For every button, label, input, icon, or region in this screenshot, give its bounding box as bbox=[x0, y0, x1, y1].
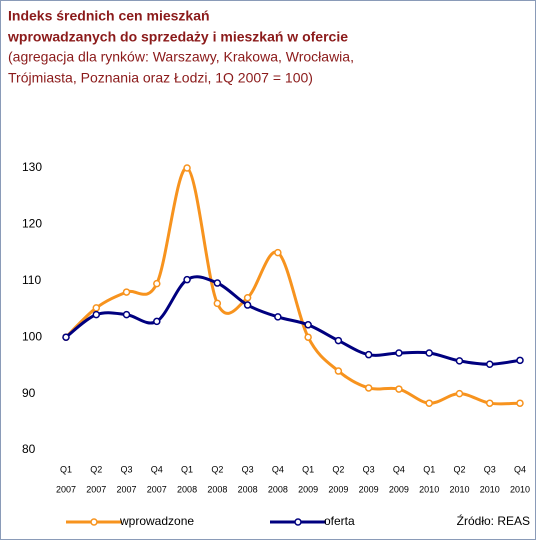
point bbox=[153, 317, 161, 326]
point bbox=[334, 367, 343, 375]
x-tick-label: Q3 bbox=[121, 464, 133, 474]
point bbox=[213, 279, 222, 287]
point bbox=[485, 399, 494, 407]
x-tick-label: Q3 bbox=[484, 464, 496, 474]
point bbox=[122, 288, 131, 296]
x-tick-label: Q2 bbox=[332, 464, 344, 474]
x-tick-label: Q4 bbox=[514, 464, 526, 474]
point bbox=[364, 384, 373, 392]
point bbox=[92, 310, 101, 319]
x-tick-label: 2007 bbox=[86, 484, 106, 494]
series-line bbox=[65, 275, 521, 366]
x-tick-label: 2008 bbox=[238, 484, 258, 494]
y-tick-label: 130 bbox=[22, 160, 42, 174]
x-tick-label: Q3 bbox=[363, 464, 375, 474]
source: Źródło: REAS bbox=[457, 513, 530, 528]
y-tick-label: 80 bbox=[22, 442, 36, 456]
point bbox=[62, 333, 70, 341]
x-tick-label: Q2 bbox=[453, 464, 465, 474]
x-tick-label: Q2 bbox=[211, 464, 223, 474]
y-tick-label: 100 bbox=[22, 329, 42, 343]
x-tick-label: 2008 bbox=[177, 484, 197, 494]
legend-label: oferta bbox=[324, 514, 355, 528]
x-tick-label: 2010 bbox=[449, 484, 469, 494]
point bbox=[183, 164, 191, 172]
point bbox=[455, 357, 464, 365]
point bbox=[153, 279, 161, 288]
legend-marker bbox=[294, 518, 302, 526]
point bbox=[334, 336, 343, 345]
x-tick-label: 2010 bbox=[419, 484, 439, 494]
point bbox=[304, 333, 312, 341]
x-tick-label: Q2 bbox=[90, 464, 102, 474]
x-tick-label: Q4 bbox=[151, 464, 163, 474]
point bbox=[395, 349, 403, 357]
legend-marker bbox=[90, 518, 98, 526]
point bbox=[92, 304, 101, 312]
point bbox=[274, 248, 282, 257]
x-tick-label: Q1 bbox=[60, 464, 72, 474]
point bbox=[364, 350, 373, 359]
x-tick-label: 2009 bbox=[389, 484, 409, 494]
chart-subtitle: (agregacja dla rynków: Warszawy, Krakowa… bbox=[8, 49, 354, 65]
point bbox=[213, 299, 222, 308]
point bbox=[485, 360, 494, 369]
point bbox=[243, 293, 252, 302]
legend-label: wprowadzone bbox=[119, 514, 194, 528]
point bbox=[274, 313, 282, 321]
x-tick-label: 2009 bbox=[298, 484, 318, 494]
point bbox=[516, 399, 524, 407]
x-tick-label: Q4 bbox=[393, 464, 405, 474]
y-tick-label: 110 bbox=[22, 273, 41, 287]
x-tick-label: 2008 bbox=[207, 484, 227, 494]
x-tick-label: 2007 bbox=[147, 484, 167, 494]
chart-subtitle: Trójmiasta, Poznania oraz Łodzi, 1Q 2007… bbox=[8, 70, 313, 86]
point bbox=[516, 356, 524, 365]
x-tick-label: Q1 bbox=[302, 464, 314, 474]
point bbox=[243, 301, 252, 309]
point bbox=[455, 389, 464, 398]
x-tick-label: Q4 bbox=[272, 464, 284, 474]
y-tick-label: 90 bbox=[22, 386, 36, 400]
x-tick-label: Q1 bbox=[423, 464, 435, 474]
point bbox=[395, 385, 403, 393]
x-tick-label: 2007 bbox=[117, 484, 137, 494]
x-tick-label: 2007 bbox=[56, 484, 76, 494]
x-tick-label: 2008 bbox=[268, 484, 288, 494]
x-tick-label: 2009 bbox=[359, 484, 379, 494]
point bbox=[425, 349, 433, 357]
x-tick-label: Q3 bbox=[242, 464, 254, 474]
chart-title: wprowadzanych do sprzedaży i mieszkań w … bbox=[7, 29, 348, 45]
point bbox=[122, 310, 131, 319]
x-tick-label: 2010 bbox=[480, 484, 500, 494]
x-tick-label: 2010 bbox=[510, 484, 530, 494]
point bbox=[304, 321, 312, 329]
point bbox=[183, 275, 191, 284]
x-tick-label: 2009 bbox=[328, 484, 348, 494]
chart-title: Indeks średnich cen mieszkań bbox=[8, 8, 210, 24]
point bbox=[425, 399, 433, 407]
x-tick-label: Q1 bbox=[181, 464, 193, 474]
y-tick-label: 120 bbox=[22, 217, 42, 231]
